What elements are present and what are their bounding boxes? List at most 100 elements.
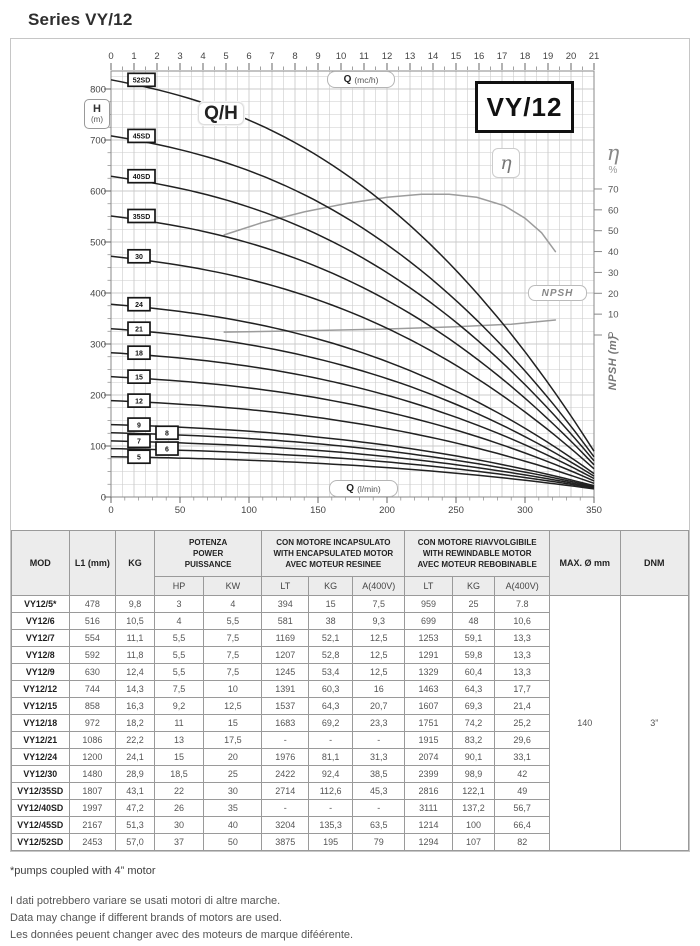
- value-cell: 195: [308, 833, 354, 851]
- value-cell: 13,3: [494, 663, 551, 681]
- value-cell: 69,3: [451, 697, 496, 715]
- value-cell: 25: [203, 765, 263, 783]
- value-cell: 13: [153, 731, 205, 749]
- table-row: VY12/52SD 2453 57,0 37 50 3875 195 79 1294 107 82: [11, 833, 689, 851]
- value-cell: 64,3: [451, 680, 496, 698]
- value-cell: 10,5: [115, 612, 155, 630]
- table-row: VY12/5* 478 9,8 3 4 394 15 7,5 959 25 7.8 140 3”: [11, 595, 690, 851]
- value-cell: 1463: [404, 680, 453, 698]
- value-cell: 16: [352, 680, 406, 698]
- svg-text:200: 200: [379, 505, 395, 516]
- curve-stage-label-box: [127, 248, 151, 264]
- svg-text:70: 70: [608, 184, 619, 195]
- model-cell: VY12/21: [11, 731, 70, 749]
- value-cell: 5,5: [153, 663, 205, 681]
- svg-text:100: 100: [241, 505, 257, 516]
- svg-text:40SD: 40SD: [133, 174, 151, 181]
- value-cell: 43,1: [115, 782, 155, 800]
- value-cell: 3204: [261, 816, 310, 834]
- q-top-unit: (mc/h): [354, 74, 379, 85]
- value-cell: 59,1: [451, 629, 496, 647]
- value-cell: 12,4: [115, 663, 155, 681]
- value-cell: 59,8: [451, 646, 496, 664]
- eta-axis-title: η %: [602, 141, 624, 177]
- group-rewind-line3: AVEC MOTEUR REBOBINABLE: [417, 560, 537, 570]
- value-cell: 18,2: [115, 714, 155, 732]
- dnm-cell: 3”: [619, 595, 690, 851]
- value-cell: 25: [451, 595, 496, 613]
- value-cell: 33,1: [494, 748, 551, 766]
- value-cell: 21,4: [494, 697, 551, 715]
- eta-axis-unit: %: [608, 165, 618, 176]
- value-cell: 7,5: [352, 595, 406, 613]
- value-cell: 83,2: [451, 731, 496, 749]
- value-cell: 52,8: [308, 646, 354, 664]
- svg-text:10: 10: [336, 51, 347, 62]
- curve-stage-label-box: [127, 168, 156, 184]
- curve-stage-label-box: [127, 128, 156, 144]
- value-cell: -: [308, 731, 354, 749]
- value-cell: 1086: [68, 731, 117, 749]
- q-top-axis-label: Q (mc/h): [327, 71, 395, 88]
- value-cell: 581: [261, 612, 310, 630]
- value-cell: 42: [494, 765, 551, 783]
- svg-text:400: 400: [90, 289, 106, 300]
- value-cell: 1200: [68, 748, 117, 766]
- col-header-max-diameter: MAX. Ø mm: [549, 530, 621, 596]
- svg-text:0: 0: [108, 505, 113, 516]
- value-cell: 1391: [261, 680, 310, 698]
- curve-stage-label-box: [155, 441, 179, 456]
- value-cell: 15: [153, 748, 205, 766]
- page-title: Series VY/12: [28, 10, 133, 29]
- h-axis-label: H (m): [84, 99, 110, 129]
- value-cell: 1294: [404, 833, 453, 851]
- table-row: VY12/8 592 11,8 5,5 7,5 1207 52,8 12,5 1291 59,8 1…: [11, 646, 689, 664]
- value-cell: 9,2: [153, 697, 205, 715]
- svg-text:300: 300: [90, 340, 106, 351]
- value-cell: 98,9: [451, 765, 496, 783]
- model-cell: VY12/15: [11, 697, 70, 715]
- value-cell: 24,1: [115, 748, 155, 766]
- model-cell: VY12/40SD: [11, 799, 70, 817]
- svg-text:18: 18: [135, 350, 143, 357]
- sub-header-hp: HP: [153, 576, 205, 596]
- svg-text:10: 10: [608, 310, 619, 321]
- eta-axis-symbol: η: [606, 141, 620, 165]
- svg-text:60: 60: [608, 205, 619, 216]
- curve-stage-label-box: [127, 369, 151, 384]
- value-cell: 12,5: [352, 646, 406, 664]
- value-cell: 554: [68, 629, 117, 647]
- value-cell: 1291: [404, 646, 453, 664]
- model-cell: VY12/52SD: [11, 833, 70, 851]
- group-power-line2: POWER: [193, 548, 224, 558]
- model-cell: VY12/30: [11, 765, 70, 783]
- value-cell: 699: [404, 612, 453, 630]
- value-cell: 38,5: [352, 765, 406, 783]
- table-row: VY12/40SD 1997 47,2 26 35- - -3111 137,2 56,7: [11, 799, 689, 817]
- svg-text:15: 15: [135, 374, 143, 381]
- value-cell: 17,5: [203, 731, 263, 749]
- sub-header-kg-1: KG: [308, 576, 354, 596]
- value-cell: 10: [203, 680, 263, 698]
- npsh-curve-label: NPSH: [528, 285, 587, 301]
- col-header-kg: KG: [115, 530, 155, 596]
- value-cell: 2167: [68, 816, 117, 834]
- value-cell: 15: [203, 714, 263, 732]
- svg-text:50: 50: [608, 226, 619, 237]
- value-cell: 9,3: [352, 612, 406, 630]
- value-cell: 3875: [261, 833, 310, 851]
- svg-text:600: 600: [90, 187, 106, 198]
- svg-text:1: 1: [131, 51, 136, 62]
- value-cell: 630: [68, 663, 117, 681]
- svg-text:20: 20: [608, 289, 619, 300]
- value-cell: 2422: [261, 765, 310, 783]
- value-cell: 22: [153, 782, 205, 800]
- value-cell: 13,3: [494, 646, 551, 664]
- model-cell: VY12/45SD: [11, 816, 70, 834]
- svg-text:21: 21: [589, 51, 600, 62]
- value-cell: 14,3: [115, 680, 155, 698]
- svg-text:16: 16: [474, 51, 485, 62]
- model-cell: VY12/35SD: [11, 782, 70, 800]
- table-row: VY12/9 630 12,4 5,5 7,5 1245 53,4 12,5 1329 60,4 1…: [11, 663, 689, 681]
- value-cell: 31,3: [352, 748, 406, 766]
